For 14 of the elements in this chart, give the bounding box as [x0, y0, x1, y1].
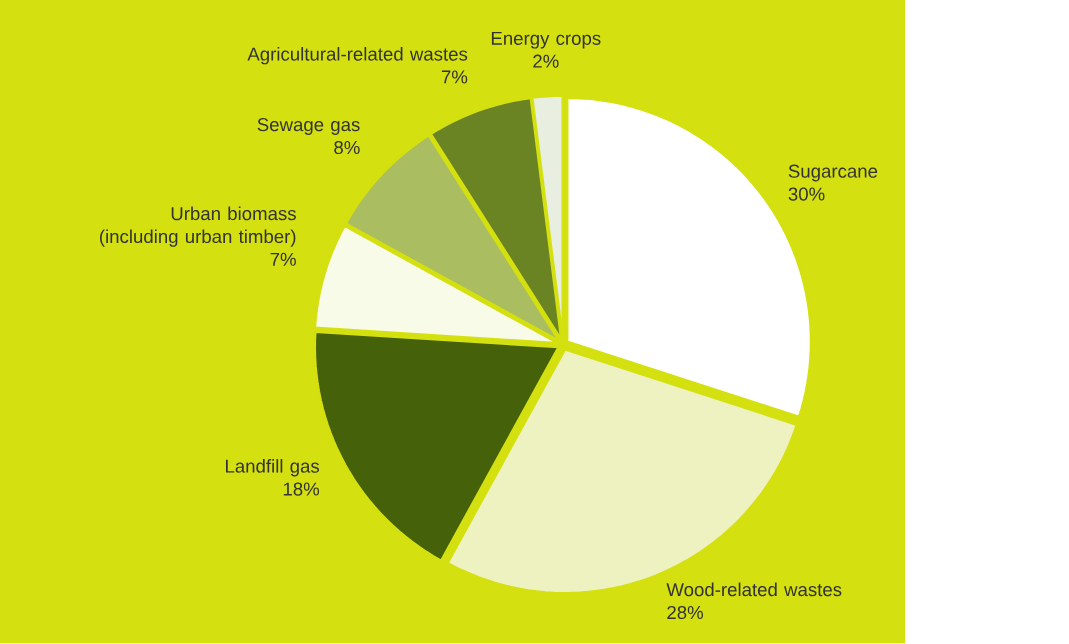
data-label: 18% [283, 482, 320, 496]
data-label: 7% [270, 253, 296, 267]
slice-label: Urban biomass (including urban timber) [100, 206, 296, 247]
slice-label: Agricultural-related wastes [247, 47, 468, 65]
data-label: 7% [441, 70, 468, 84]
data-label: 28% [667, 606, 703, 620]
slice-label: Energy crops [491, 32, 601, 49]
slice-label: Wood-related wastes [666, 582, 842, 597]
slice-label: Landfill gas [225, 459, 320, 477]
slice-label: Sugarcane [788, 164, 878, 182]
slice-label: Sewage gas [257, 118, 360, 136]
data-label: 30% [788, 187, 825, 201]
data-label: 2% [533, 54, 559, 68]
data-label: 8% [334, 141, 360, 155]
